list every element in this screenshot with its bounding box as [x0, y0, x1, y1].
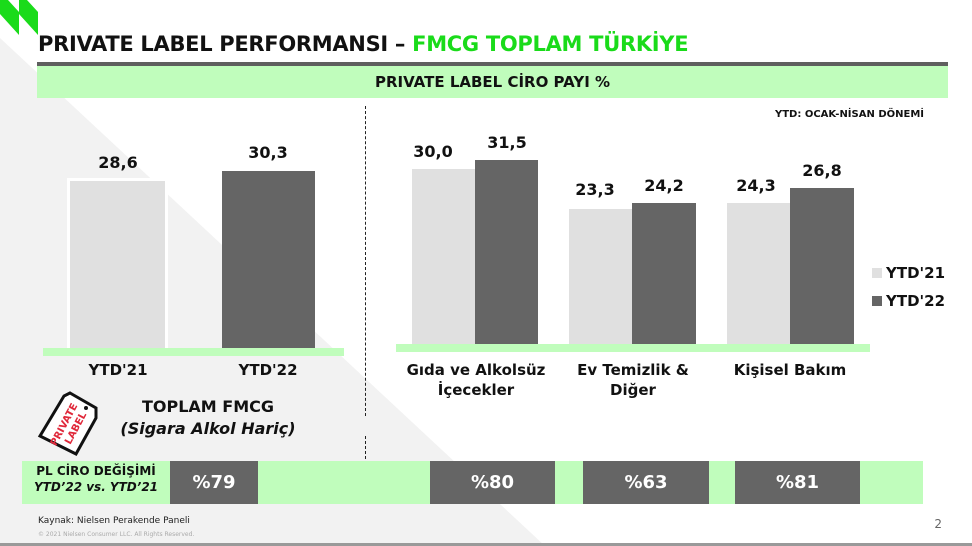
change-row-label: PL CİRO DEĞİŞİMİ YTD’22 vs. YTD’21 — [22, 463, 170, 495]
title-accent: FMCG TOPLAM TÜRKİYE — [412, 32, 689, 56]
value-label: 30,3 — [248, 143, 288, 162]
legend-item-ytd21: YTD'21 — [872, 264, 945, 282]
value-label: 31,5 — [487, 133, 527, 152]
bar-ev-ytd21 — [569, 209, 632, 344]
change-label-line2: YTD’22 vs. YTD’21 — [33, 480, 159, 494]
legend-label: YTD'21 — [886, 264, 946, 282]
bar-total-ytd22 — [222, 171, 315, 348]
category-line1: Gıda ve Alkolsüz — [406, 361, 546, 379]
right-chart-baseline — [396, 344, 870, 352]
change-value-kisisel: %81 — [735, 461, 860, 504]
category-line2: İçecekler — [437, 381, 515, 399]
value-label: 23,3 — [575, 180, 615, 199]
total-title-line2: (Sigara Alkol Hariç) — [120, 419, 296, 438]
subtitle: PRIVATE LABEL CİRO PAYI % — [374, 73, 611, 91]
value-label: 24,3 — [736, 176, 776, 195]
category-label: YTD'22 — [238, 361, 298, 379]
bar-ev-ytd22 — [632, 203, 696, 344]
category-label-gida: Gıda ve Alkolsüz İçecekler — [407, 360, 546, 400]
category-line2: Diğer — [610, 381, 656, 399]
page-number: 2 — [934, 517, 942, 531]
left-chart-baseline — [43, 348, 344, 356]
bar-gida-ytd22 — [475, 160, 538, 344]
value-label: 24,2 — [644, 176, 684, 195]
source-note: Kaynak: Nielsen Perakende Paneli — [38, 516, 190, 526]
page-title: PRIVATE LABEL PERFORMANSI – FMCG TOPLAM … — [38, 32, 689, 56]
legend-item-ytd22: YTD'22 — [872, 292, 945, 310]
total-title-line1: TOPLAM FMCG — [141, 397, 275, 416]
copyright-note: © 2021 Nielsen Consumer LLC. All Rights … — [38, 531, 195, 538]
legend-label: YTD'22 — [886, 292, 946, 310]
category-label-ev: Ev Temizlik & Diğer — [577, 360, 689, 400]
bottom-divider — [0, 543, 972, 546]
brand-logo-icon — [0, 0, 38, 35]
private-label-tag-icon: PRIVATE LABEL — [37, 391, 98, 456]
legend-swatch-dark — [872, 296, 882, 306]
legend-swatch-light — [872, 268, 882, 278]
section-divider-top — [365, 106, 366, 416]
value-label: 26,8 — [802, 161, 842, 180]
value-label: 30,0 — [413, 142, 453, 161]
value-label: 28,6 — [98, 153, 138, 172]
subtitle-band: PRIVATE LABEL CİRO PAYI % — [37, 66, 948, 98]
bar-kisisel-ytd21 — [727, 203, 790, 344]
bar-kisisel-ytd22 — [790, 188, 854, 344]
change-value-ev: %63 — [583, 461, 709, 504]
ytd-period-note: YTD: OCAK-NİSAN DÖNEMİ — [774, 109, 924, 120]
change-value-gida: %80 — [430, 461, 555, 504]
category-line1: Ev Temizlik & — [577, 361, 689, 379]
category-line1: Kişisel Bakım — [733, 361, 847, 379]
title-main: PRIVATE LABEL PERFORMANSI – — [38, 32, 413, 56]
category-label: YTD'21 — [88, 361, 148, 379]
change-value-total: %79 — [170, 461, 258, 504]
category-label-kisisel: Kişisel Bakım — [734, 360, 847, 380]
title-divider — [37, 62, 948, 66]
total-fmcg-title: TOPLAM FMCG (Sigara Alkol Hariç) — [108, 396, 308, 440]
bar-total-ytd21 — [67, 178, 168, 351]
bar-gida-ytd21 — [412, 169, 475, 344]
change-label-line1: PL CİRO DEĞİŞİMİ — [36, 464, 156, 478]
